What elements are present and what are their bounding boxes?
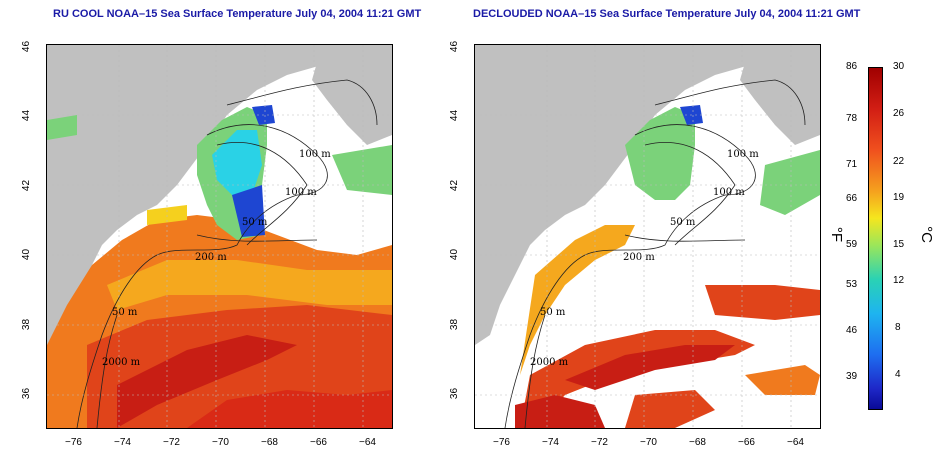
colorbar-c-tick: 4 xyxy=(895,369,901,380)
right-lat-label: 40 xyxy=(449,248,461,261)
left-lon-label: −70 xyxy=(212,437,229,448)
right-lat-label: 44 xyxy=(449,109,461,122)
left-lat-label: 36 xyxy=(21,387,33,400)
contour-label: 2000 m xyxy=(530,357,569,368)
colorbar-c-unit: °C xyxy=(917,226,935,243)
right-panel-title: DECLOUDED NOAA–15 Sea Surface Temperatur… xyxy=(473,8,861,20)
right-lat-label: 38 xyxy=(449,318,461,331)
colorbar-f-tick: 53 xyxy=(846,279,858,290)
colorbar xyxy=(868,67,883,410)
right-lat-label: 46 xyxy=(449,40,461,53)
left-lon-label: −72 xyxy=(163,437,180,448)
right-sst-map: 100 m 100 m 50 m 200 m 50 m 2000 m xyxy=(474,44,821,429)
left-lon-label: −68 xyxy=(261,437,278,448)
colorbar-c-tick: 12 xyxy=(893,275,905,286)
left-lat-label: 40 xyxy=(21,248,33,261)
right-lon-label: −64 xyxy=(787,437,804,448)
left-lon-label: −76 xyxy=(65,437,82,448)
right-lon-label: −74 xyxy=(542,437,559,448)
contour-label: 200 m xyxy=(195,252,227,263)
left-lon-label: −74 xyxy=(114,437,131,448)
colorbar-c-tick: 30 xyxy=(893,61,905,72)
colorbar-f-tick: 86 xyxy=(846,61,858,72)
right-lat-label: 36 xyxy=(449,387,461,400)
right-lon-label: −68 xyxy=(689,437,706,448)
colorbar-c-tick: 26 xyxy=(893,108,905,119)
contour-label: 100 m xyxy=(713,187,745,198)
right-lon-label: −72 xyxy=(591,437,608,448)
contour-label: 100 m xyxy=(285,187,317,198)
left-lat-label: 46 xyxy=(21,40,33,53)
left-lat-label: 38 xyxy=(21,318,33,331)
left-lon-label: −64 xyxy=(359,437,376,448)
contour-label: 100 m xyxy=(299,149,331,160)
right-lon-label: −66 xyxy=(738,437,755,448)
right-lon-label: −70 xyxy=(640,437,657,448)
colorbar-c-tick: 8 xyxy=(895,322,901,333)
contour-label: 50 m xyxy=(540,307,566,318)
colorbar-c-tick: 15 xyxy=(893,239,905,250)
colorbar-f-tick: 46 xyxy=(846,325,858,336)
contour-label: 200 m xyxy=(623,252,655,263)
colorbar-f-tick: 78 xyxy=(846,113,858,124)
colorbar-c-tick: 19 xyxy=(893,192,905,203)
left-lat-label: 42 xyxy=(21,179,33,192)
left-sst-map: 100 m 100 m 50 m 200 m 50 m 2000 m xyxy=(46,44,393,429)
contour-label: 100 m xyxy=(727,149,759,160)
colorbar-f-tick: 66 xyxy=(846,193,858,204)
contour-label: 50 m xyxy=(670,217,696,228)
contour-label: 2000 m xyxy=(102,357,141,368)
left-lon-label: −66 xyxy=(310,437,327,448)
contour-label: 50 m xyxy=(242,217,268,228)
colorbar-f-tick: 39 xyxy=(846,371,858,382)
contour-label: 50 m xyxy=(112,307,138,318)
right-lon-label: −76 xyxy=(493,437,510,448)
right-lat-label: 42 xyxy=(449,179,461,192)
left-lat-label: 44 xyxy=(21,109,33,122)
colorbar-f-unit: °F xyxy=(828,226,846,243)
colorbar-f-tick: 59 xyxy=(846,239,858,250)
colorbar-f-tick: 71 xyxy=(846,159,858,170)
left-panel-title: RU COOL NOAA–15 Sea Surface Temperature … xyxy=(53,8,422,20)
colorbar-c-tick: 22 xyxy=(893,156,905,167)
